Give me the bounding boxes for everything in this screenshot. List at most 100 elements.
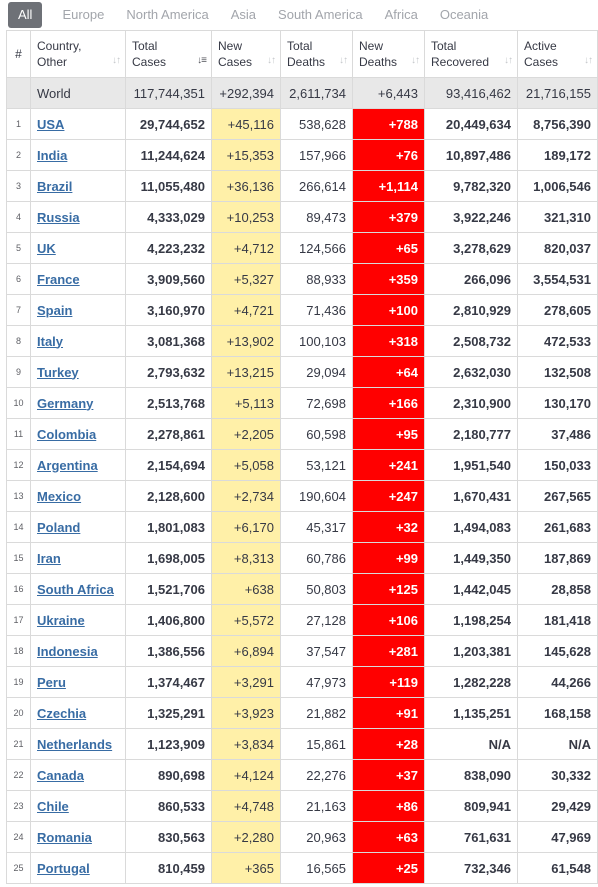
total-recovered-cell: 1,951,540: [424, 449, 518, 481]
country-link[interactable]: Germany: [37, 395, 94, 411]
row-index: 14: [6, 511, 31, 543]
country-link[interactable]: Poland: [37, 519, 81, 535]
country-link[interactable]: Spain: [37, 302, 73, 318]
header-total-recovered[interactable]: Total Recovered ↓↑: [424, 30, 518, 78]
new-deaths-cell: +28: [352, 728, 425, 760]
header-total-recovered-label-2: Recovered: [431, 55, 490, 69]
total-cases-cell: 810,459: [125, 852, 212, 884]
country-link[interactable]: Russia: [37, 209, 80, 225]
country-link[interactable]: Italy: [37, 333, 64, 349]
country-cell: Romania: [30, 821, 126, 853]
country-link[interactable]: Mexico: [37, 488, 82, 504]
active-cases-cell: 820,037: [517, 232, 598, 264]
country-link[interactable]: Brazil: [37, 178, 73, 194]
sort-desc-active-icon[interactable]: ↓≡: [197, 55, 207, 66]
total-cases-cell: 4,333,029: [125, 201, 212, 233]
tab-oceania[interactable]: Oceania: [439, 7, 489, 22]
total-deaths-cell: 89,473: [280, 201, 353, 233]
country-link[interactable]: Iran: [37, 550, 61, 566]
total-recovered-cell: 1,135,251: [424, 697, 518, 729]
country-link[interactable]: Canada: [37, 767, 84, 783]
country-link[interactable]: USA: [37, 116, 65, 132]
new-deaths-cell: +25: [352, 852, 425, 884]
tab-asia[interactable]: Asia: [230, 7, 257, 22]
country-link[interactable]: UK: [37, 240, 56, 256]
world-total-recovered: 93,416,462: [424, 77, 518, 109]
total-cases-cell: 890,698: [125, 759, 212, 791]
active-cases-cell: 472,533: [517, 325, 598, 357]
country-link[interactable]: Chile: [37, 798, 69, 814]
total-recovered-cell: 1,198,254: [424, 604, 518, 636]
country-cell: Netherlands: [30, 728, 126, 760]
table-row: 22 Canada 890,698 +4,124 22,276 +37 838,090 30,…: [6, 759, 598, 791]
country-link[interactable]: Czechia: [37, 705, 87, 721]
header-active-cases[interactable]: Active Cases ↓↑: [517, 30, 598, 78]
tab-south-america[interactable]: South America: [278, 7, 363, 22]
active-cases-cell: 187,869: [517, 542, 598, 574]
header-new-cases[interactable]: New Cases ↓↑: [211, 30, 281, 78]
sort-arrows-icon[interactable]: ↓↑: [504, 55, 513, 66]
sort-arrows-icon[interactable]: ↓↑: [411, 55, 420, 66]
new-deaths-cell: +1,114: [352, 170, 425, 202]
country-link[interactable]: Turkey: [37, 364, 79, 380]
world-label: World: [30, 77, 126, 109]
country-link[interactable]: France: [37, 271, 80, 287]
tab-africa[interactable]: Africa: [384, 7, 418, 22]
sort-arrows-icon[interactable]: ↓↑: [267, 55, 276, 66]
total-cases-cell: 2,128,600: [125, 480, 212, 512]
tab-all[interactable]: All: [8, 2, 43, 28]
header-active-cases-label-2: Cases: [524, 55, 559, 69]
country-link[interactable]: India: [37, 147, 68, 163]
header-new-deaths[interactable]: New Deaths ↓↑: [352, 30, 425, 78]
new-deaths-cell: +379: [352, 201, 425, 233]
active-cases-cell: 29,429: [517, 790, 598, 822]
total-cases-cell: 830,563: [125, 821, 212, 853]
new-cases-cell: +3,923: [211, 697, 281, 729]
country-link[interactable]: Argentina: [37, 457, 98, 473]
country-link[interactable]: Netherlands: [37, 736, 113, 752]
world-new-cases: +292,394: [211, 77, 281, 109]
country-link[interactable]: Colombia: [37, 426, 97, 442]
tab-europe[interactable]: Europe: [62, 7, 105, 22]
header-total-deaths-label-1: Total: [287, 39, 313, 53]
region-tabs: All Europe North America Asia South Amer…: [0, 0, 598, 30]
row-index: 4: [6, 201, 31, 233]
country-link[interactable]: Portugal: [37, 860, 90, 876]
new-cases-cell: +4,748: [211, 790, 281, 822]
country-cell: Brazil: [30, 170, 126, 202]
total-recovered-cell: 2,508,732: [424, 325, 518, 357]
row-index: 1: [6, 108, 31, 140]
country-link[interactable]: Romania: [37, 829, 92, 845]
sort-arrows-icon[interactable]: ↓↑: [339, 55, 348, 66]
country-cell: USA: [30, 108, 126, 140]
sort-arrows-icon[interactable]: ↓↑: [112, 55, 121, 66]
country-link[interactable]: Indonesia: [37, 643, 98, 659]
row-index: 9: [6, 356, 31, 388]
tab-north-america[interactable]: North America: [126, 7, 209, 22]
header-total-deaths[interactable]: Total Deaths ↓↑: [280, 30, 353, 78]
sort-arrows-icon[interactable]: ↓↑: [584, 55, 593, 66]
total-deaths-cell: 20,963: [280, 821, 353, 853]
total-recovered-cell: N/A: [424, 728, 518, 760]
country-link[interactable]: Peru: [37, 674, 66, 690]
header-new-deaths-label-1: New: [359, 39, 384, 53]
total-recovered-cell: 1,282,228: [424, 666, 518, 698]
new-cases-cell: +5,327: [211, 263, 281, 295]
total-deaths-cell: 190,604: [280, 480, 353, 512]
total-cases-cell: 1,374,467: [125, 666, 212, 698]
row-index: 8: [6, 325, 31, 357]
total-recovered-cell: 3,922,246: [424, 201, 518, 233]
active-cases-cell: 37,486: [517, 418, 598, 450]
new-cases-cell: +638: [211, 573, 281, 605]
header-total-cases-label-1: Total: [132, 39, 158, 53]
header-total-cases[interactable]: Total Cases ↓≡: [125, 30, 212, 78]
header-country[interactable]: Country, Other ↓↑: [30, 30, 126, 78]
active-cases-cell: 28,858: [517, 573, 598, 605]
country-link[interactable]: Ukraine: [37, 612, 85, 628]
country-cell: Argentina: [30, 449, 126, 481]
total-deaths-cell: 21,163: [280, 790, 353, 822]
country-link[interactable]: South Africa: [37, 581, 114, 597]
country-cell: Turkey: [30, 356, 126, 388]
new-cases-cell: +3,291: [211, 666, 281, 698]
total-deaths-cell: 22,276: [280, 759, 353, 791]
